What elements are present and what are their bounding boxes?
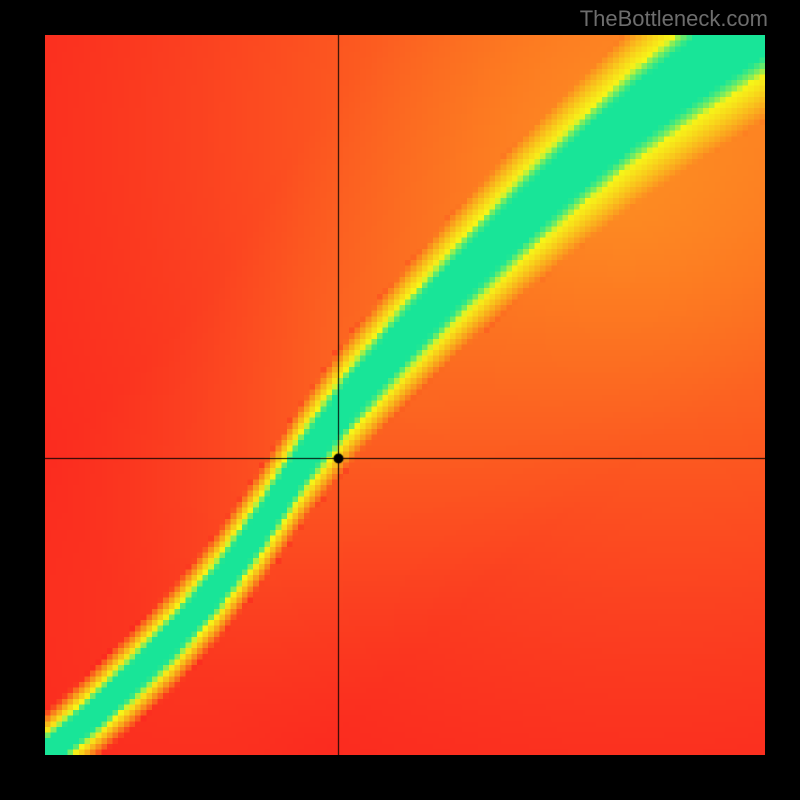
watermark-text: TheBottleneck.com	[580, 6, 768, 32]
crosshair-overlay	[45, 35, 765, 755]
chart-frame: { "watermark": { "text": "TheBottleneck.…	[0, 0, 800, 800]
